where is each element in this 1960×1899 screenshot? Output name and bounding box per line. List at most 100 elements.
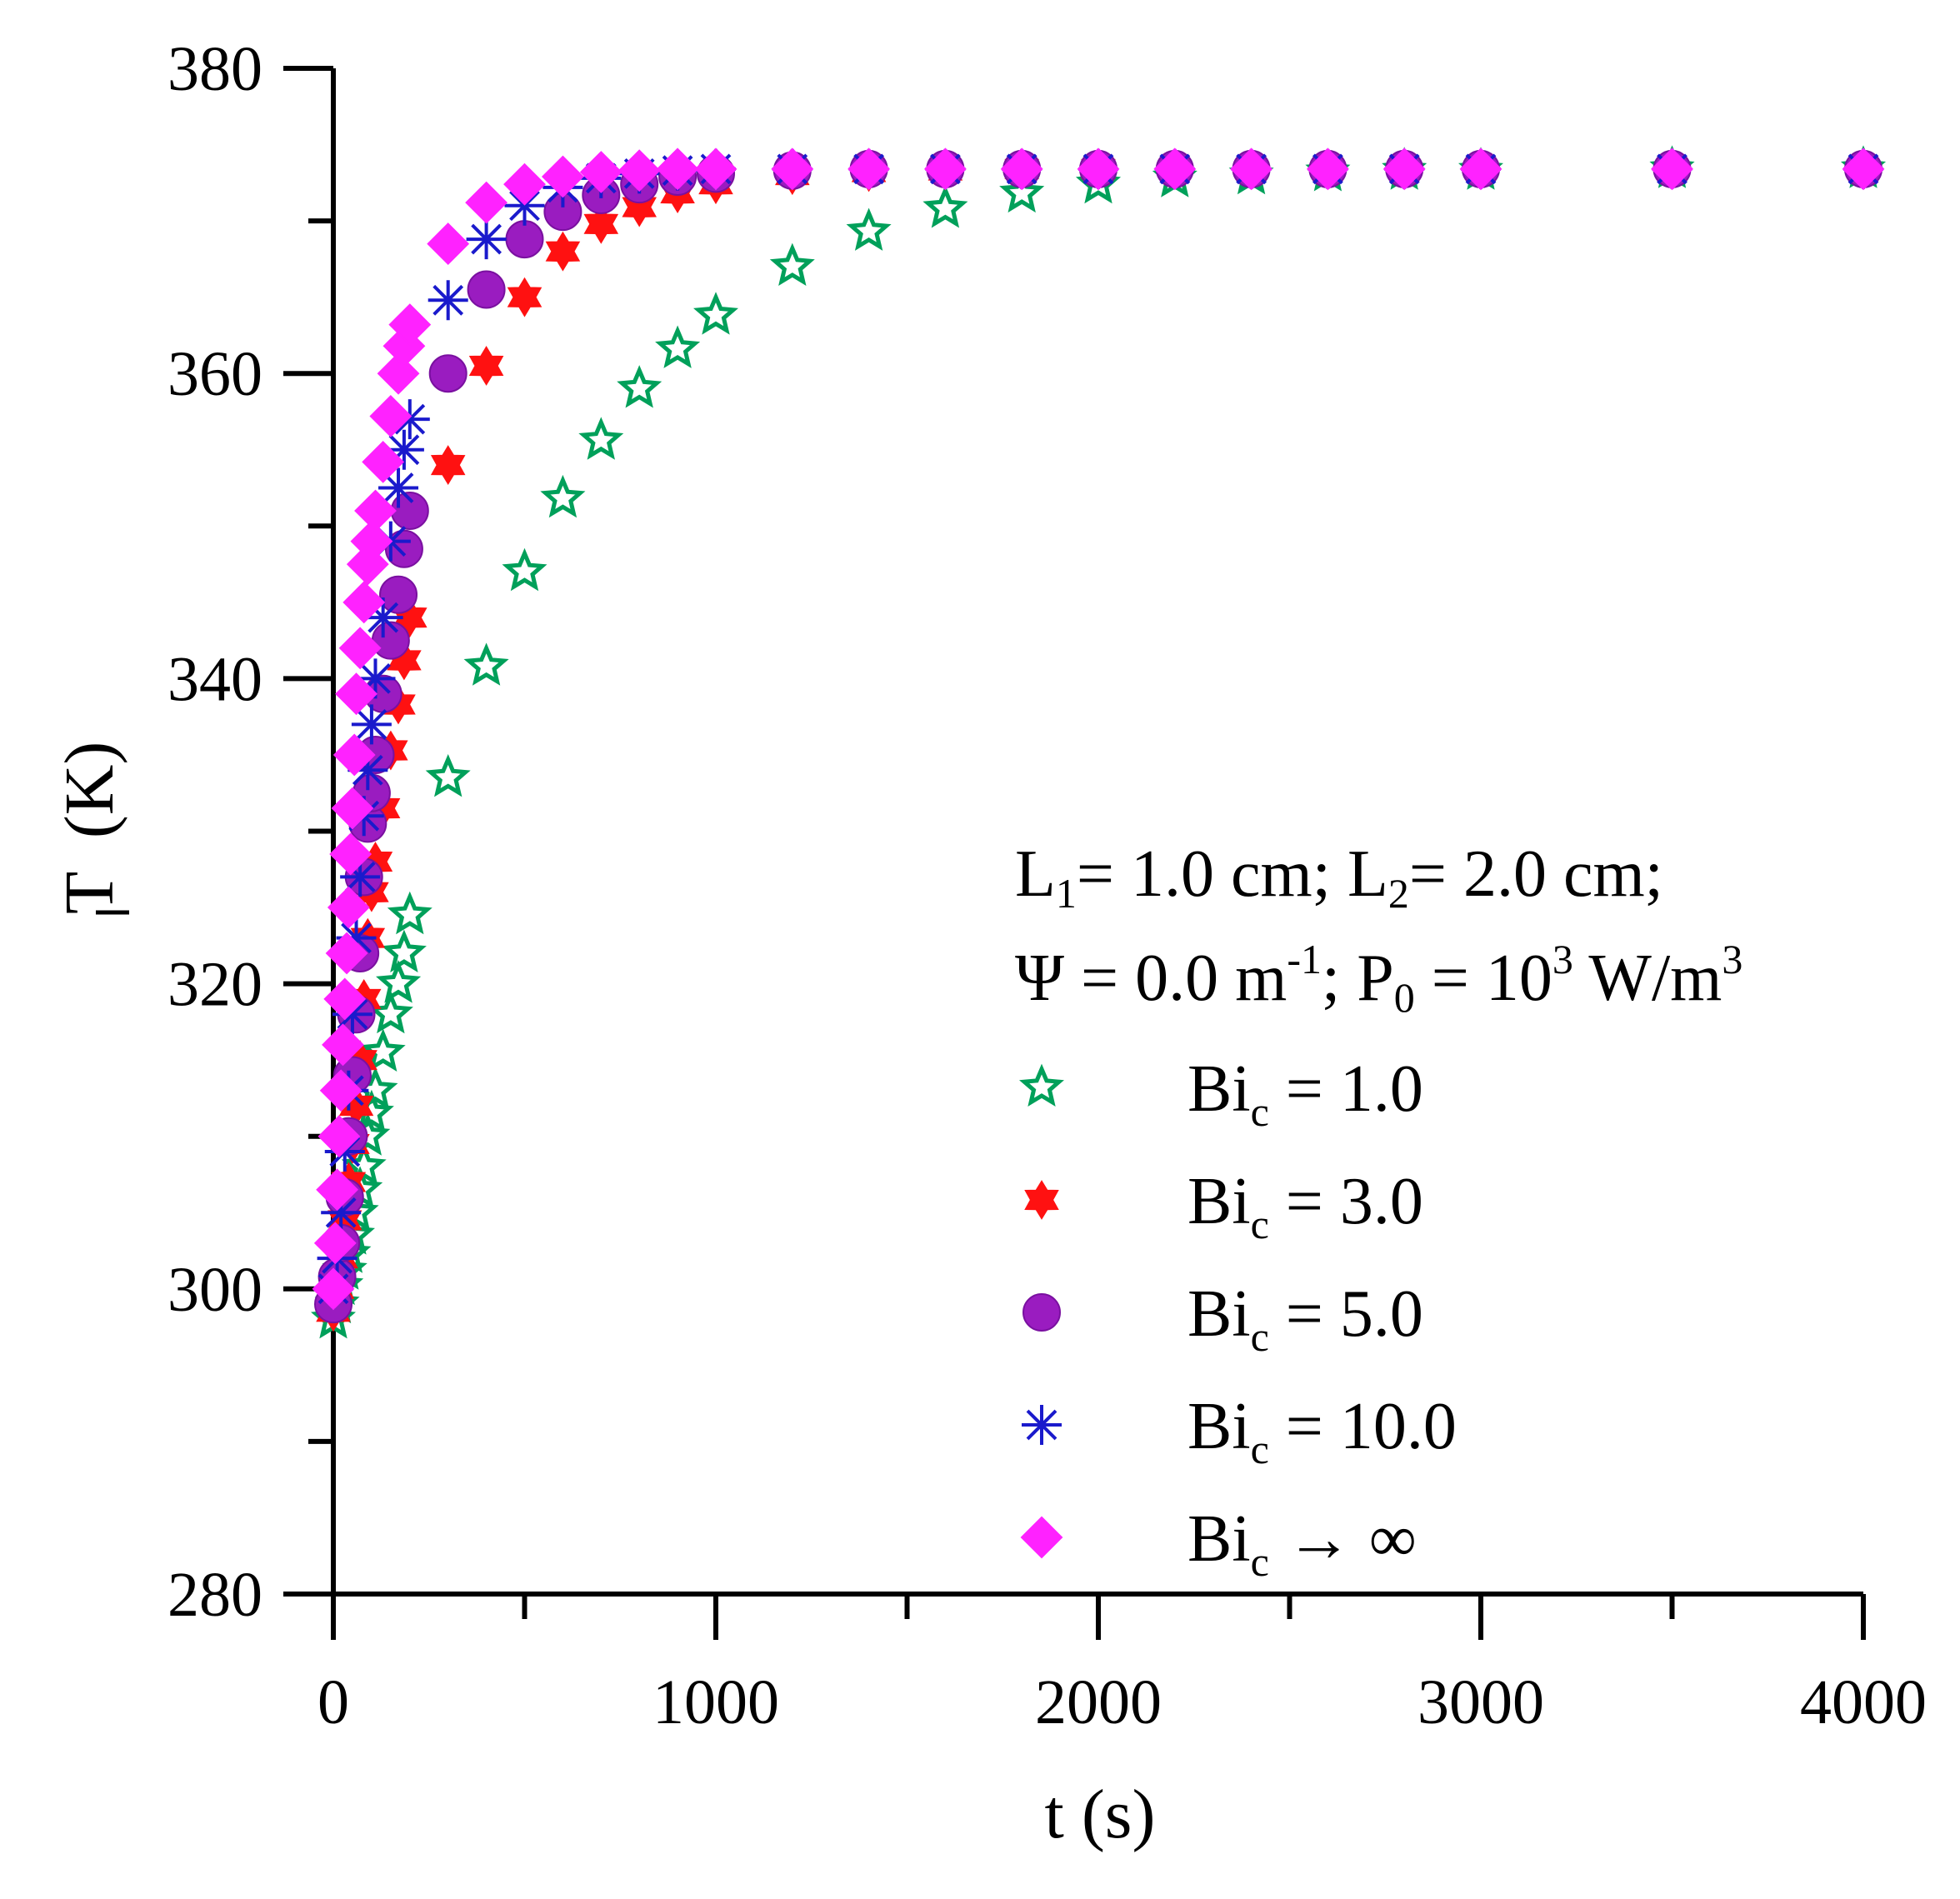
data-point <box>335 672 378 716</box>
data-point <box>505 220 544 259</box>
legend-item: Bic = 1.0 <box>1019 1052 1423 1135</box>
data-point <box>1459 147 1502 191</box>
legend-marker <box>1019 1063 1064 1107</box>
legend: Bic = 1.0 Bic = 3.0 Bic = 5.0 Bic = 10.0 Bic… <box>1019 1052 1457 1585</box>
legend-marker <box>1020 1516 1063 1559</box>
data-point <box>655 325 701 368</box>
data-point <box>468 346 504 386</box>
data-point <box>338 627 382 670</box>
x-tick-label: 0 <box>318 1667 349 1737</box>
data-point <box>1842 147 1885 191</box>
data-point <box>1000 147 1043 191</box>
data-point <box>342 581 386 624</box>
data-point <box>322 1023 364 1067</box>
data-point <box>1651 147 1693 191</box>
annotation-line-1: L1= 1.0 cm; L2= 2.0 cm; <box>1015 837 1663 917</box>
data-point <box>331 787 374 830</box>
data-point <box>362 440 405 483</box>
data-point <box>377 352 420 395</box>
x-tick-label: 2000 <box>1035 1667 1162 1737</box>
series-3 <box>314 149 1882 1324</box>
y-tick-label: 300 <box>168 1255 262 1325</box>
data-point <box>579 151 622 193</box>
data-point <box>351 704 392 745</box>
x-axis-title: t (s) <box>1045 1776 1156 1853</box>
data-point <box>771 147 814 191</box>
legend-label: Bic = 3.0 <box>1188 1165 1423 1247</box>
data-point <box>769 242 815 287</box>
annotation-line-2: Ψ = 0.0 m-1; P0 = 103 W/m3 <box>1015 936 1742 1021</box>
legend-label: Bic = 5.0 <box>1188 1277 1423 1360</box>
x-tick-label: 4000 <box>1800 1667 1927 1737</box>
legend-label: Bic → ∞ <box>1188 1502 1417 1585</box>
data-point <box>428 354 468 393</box>
y-axis-symbol: T <box>51 872 128 914</box>
data-point <box>656 147 699 191</box>
legend-item: Bic = 3.0 <box>1024 1165 1423 1247</box>
svg-text:T (K): T (K) <box>51 742 128 914</box>
data-point <box>466 219 507 260</box>
series-4 <box>313 148 1883 1309</box>
data-point <box>463 642 509 686</box>
data-point <box>379 575 418 614</box>
data-point <box>428 280 468 321</box>
data-point <box>1382 147 1426 191</box>
data-point <box>425 754 471 797</box>
data-point <box>846 207 892 251</box>
data-point <box>1153 147 1197 191</box>
data-point <box>332 733 376 777</box>
ticks: 280 300 320 340 360 380 0 1000 2000 3000 4000 <box>168 34 1927 1737</box>
data-point <box>693 292 738 335</box>
legend-item: Bic = 5.0 <box>1022 1277 1423 1360</box>
data-point <box>1077 147 1120 191</box>
data-point <box>318 1115 361 1158</box>
data-point <box>1306 147 1349 191</box>
data-point <box>319 1069 362 1112</box>
data-points <box>311 145 1887 1339</box>
data-point <box>503 162 546 206</box>
data-point <box>340 857 381 897</box>
data-point <box>465 181 508 224</box>
series-1 <box>311 145 1887 1339</box>
data-point <box>583 203 619 244</box>
data-point <box>848 147 891 191</box>
data-point <box>378 467 419 508</box>
y-tick-label: 320 <box>168 950 262 1020</box>
legend-item: Bic = 10.0 <box>1022 1390 1457 1472</box>
legend-item: Bic → ∞ <box>1020 1502 1417 1585</box>
data-point <box>327 886 370 929</box>
data-point <box>922 185 968 228</box>
data-point <box>376 960 422 1003</box>
data-point <box>354 489 397 532</box>
data-point <box>540 474 586 518</box>
data-point <box>387 891 432 935</box>
data-point <box>467 270 506 309</box>
y-axis-unit: (K) <box>51 742 128 839</box>
legend-label: Bic = 1.0 <box>1188 1052 1423 1135</box>
data-point <box>369 395 412 437</box>
data-point <box>541 155 584 198</box>
legend-marker <box>1022 1293 1061 1332</box>
data-point <box>313 1222 357 1265</box>
legend-label: Bic = 10.0 <box>1188 1390 1457 1472</box>
y-tick-label: 340 <box>168 644 262 714</box>
data-point <box>329 832 372 876</box>
data-point <box>350 520 393 563</box>
y-tick-label: 280 <box>168 1560 262 1630</box>
data-point <box>323 977 367 1021</box>
data-point <box>430 445 466 486</box>
data-point <box>427 222 470 265</box>
y-tick-label: 380 <box>168 34 262 104</box>
data-point <box>999 169 1045 213</box>
legend-marker <box>1022 1405 1062 1445</box>
data-point <box>694 147 738 191</box>
data-point <box>1230 147 1273 191</box>
parameter-annotation: L1= 1.0 cm; L2= 2.0 cm; Ψ = 0.0 m-1; P0 … <box>1015 837 1742 1021</box>
data-point <box>545 231 581 272</box>
data-point <box>368 990 413 1034</box>
data-point <box>507 277 542 317</box>
data-point <box>923 147 967 191</box>
y-axis-title: T (K) <box>51 742 129 915</box>
data-point <box>381 929 427 973</box>
data-point <box>325 932 368 975</box>
